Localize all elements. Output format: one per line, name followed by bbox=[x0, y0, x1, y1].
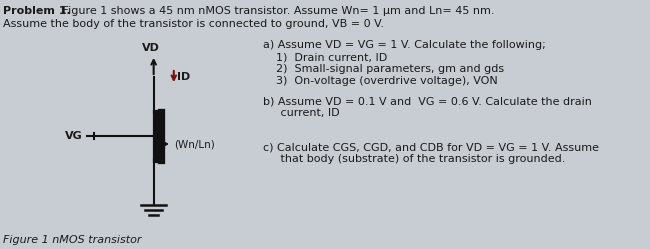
Text: current, ID: current, ID bbox=[263, 108, 340, 118]
Text: VD: VD bbox=[142, 43, 160, 53]
Text: Assume the body of the transistor is connected to ground, VB = 0 V.: Assume the body of the transistor is con… bbox=[3, 19, 384, 29]
Text: a) Assume VD = VG = 1 V. Calculate the following;: a) Assume VD = VG = 1 V. Calculate the f… bbox=[263, 40, 546, 50]
Text: 3)  On-voltage (overdrive voltage), VON: 3) On-voltage (overdrive voltage), VON bbox=[276, 76, 498, 86]
Text: ID: ID bbox=[177, 72, 190, 82]
Text: c) Calculate CGS, CGD, and CDB for VD = VG = 1 V. Assume: c) Calculate CGS, CGD, and CDB for VD = … bbox=[263, 142, 599, 152]
Text: 2)  Small-signal parameters, gm and gds: 2) Small-signal parameters, gm and gds bbox=[276, 64, 504, 74]
Text: (Wn/Ln): (Wn/Ln) bbox=[174, 139, 214, 149]
Text: Figure 1 shows a 45 nm nMOS transistor. Assume Wn= 1 μm and Ln= 45 nm.: Figure 1 shows a 45 nm nMOS transistor. … bbox=[59, 6, 495, 16]
Text: VG: VG bbox=[64, 131, 83, 141]
Text: that body (substrate) of the transistor is grounded.: that body (substrate) of the transistor … bbox=[263, 154, 566, 164]
Text: 1)  Drain current, ID: 1) Drain current, ID bbox=[276, 52, 387, 62]
Text: Figure 1 nMOS transistor: Figure 1 nMOS transistor bbox=[3, 235, 141, 245]
Text: Problem 1.: Problem 1. bbox=[3, 6, 70, 16]
Text: b) Assume VD = 0.1 V and  VG = 0.6 V. Calculate the drain: b) Assume VD = 0.1 V and VG = 0.6 V. Cal… bbox=[263, 96, 592, 106]
